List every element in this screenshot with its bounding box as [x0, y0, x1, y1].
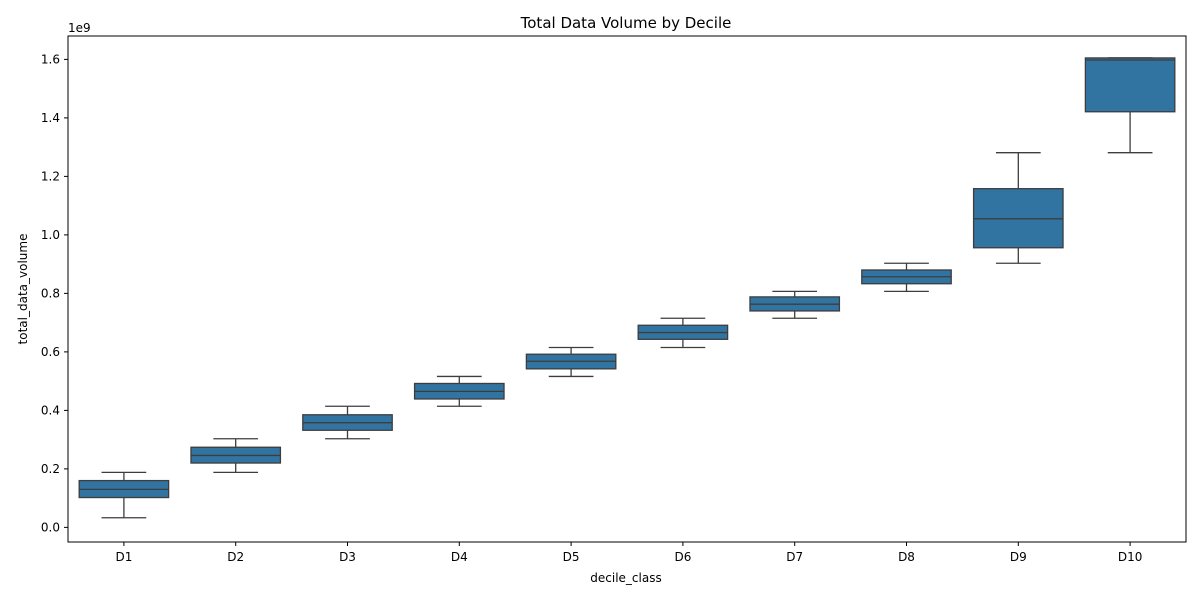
x-tick-label: D10 [1118, 550, 1143, 564]
y-tick-label: 0.8 [41, 286, 60, 300]
y-tick-label: 0.2 [41, 462, 60, 476]
y-axis-label: total_data_volume [16, 234, 30, 345]
plot-frame [67, 35, 1187, 543]
y-tick-label: 1.6 [41, 52, 60, 66]
y-tick-label: 0.0 [41, 520, 60, 534]
y-axis-offset-label: 1e9 [68, 21, 91, 35]
x-tick-label: D9 [1010, 550, 1027, 564]
y-tick-label: 1.2 [41, 169, 60, 183]
y-tick-label: 0.6 [41, 345, 60, 359]
x-tick-label: D2 [227, 550, 244, 564]
x-tick-label: D5 [563, 550, 580, 564]
x-tick-label: D1 [115, 550, 132, 564]
y-tick-label: 1.4 [41, 111, 60, 125]
chart-title: Total Data Volume by Decile [520, 14, 732, 32]
x-tick-label: D8 [898, 550, 915, 564]
x-tick-label: D4 [451, 550, 468, 564]
x-axis-label: decile_class [590, 571, 661, 585]
plot-area: 0.0 0.2 0.4 0.6 0.8 1.0 1.2 1.4 1.6 D1 D2 D3 D4 D5 D6 D… [41, 35, 1187, 564]
box-D10 [1084, 57, 1176, 113]
y-tick-label: 1.0 [41, 228, 60, 242]
x-tick-label: D3 [339, 550, 356, 564]
x-tick-label: D6 [674, 550, 691, 564]
x-tick-label: D7 [786, 550, 803, 564]
y-tick-label: 0.4 [41, 403, 60, 417]
